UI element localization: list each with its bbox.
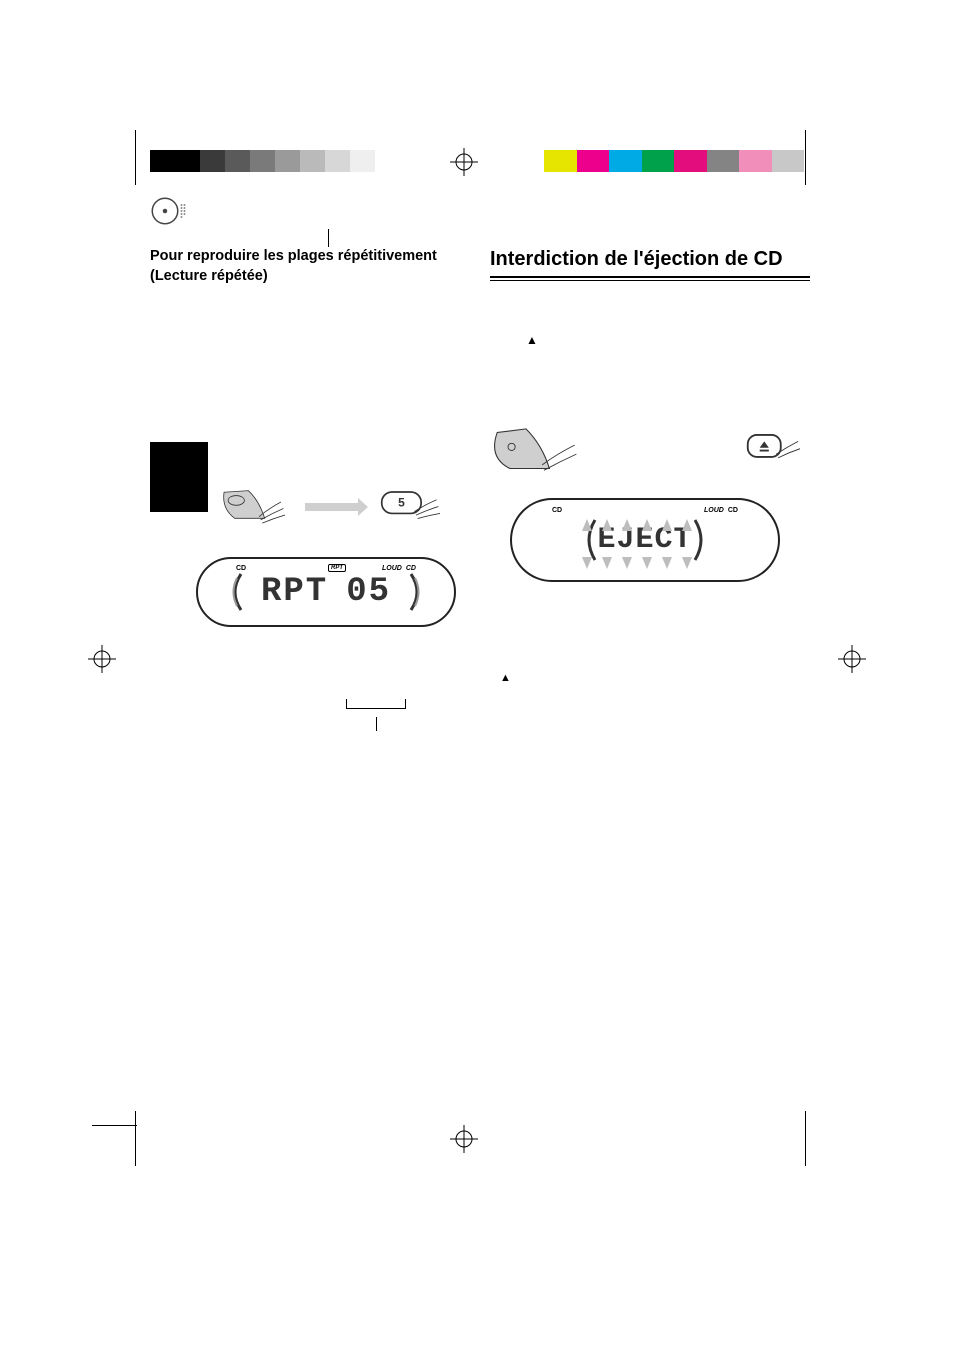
right-column: Interdiction de l'éjection de CD ▲ CD bbox=[490, 247, 810, 684]
lcd-label-rpt: RPT bbox=[328, 564, 346, 572]
crop-mark bbox=[135, 130, 136, 185]
lcd-label-cd2: CD bbox=[728, 507, 738, 514]
mode-hand-icon bbox=[220, 484, 285, 529]
registration-mark bbox=[838, 645, 866, 673]
button-number: 5 bbox=[398, 495, 405, 509]
crop-mark bbox=[805, 1111, 806, 1166]
press-sequence: 5 bbox=[220, 484, 470, 529]
cancel-note: ▲ bbox=[500, 672, 810, 684]
left-column: Pour reproduire les plages répétitivemen… bbox=[150, 247, 470, 684]
lcd-label-cd: CD bbox=[236, 565, 246, 572]
crop-mark bbox=[805, 130, 806, 185]
lcd-text-track: 05 bbox=[346, 573, 391, 611]
panel-hand-icon bbox=[490, 423, 580, 478]
sequence-arrow-icon bbox=[305, 503, 360, 511]
registration-mark bbox=[450, 1125, 478, 1153]
inline-eject-symbol-icon: ▲ bbox=[500, 672, 511, 684]
eject-button-icon bbox=[745, 430, 800, 472]
lcd-label-cd2: CD bbox=[406, 565, 416, 572]
lcd-eject: CD LOUD CD EJECT bbox=[510, 498, 780, 582]
lcd-side-left-icon bbox=[227, 572, 243, 612]
left-heading: Pour reproduire les plages répétitivemen… bbox=[150, 247, 470, 286]
lcd-side-right-icon bbox=[409, 572, 425, 612]
flash-arrows-bottom bbox=[572, 552, 718, 570]
page-content: Pour reproduire les plages répétitivemen… bbox=[150, 195, 810, 684]
registration-mark bbox=[88, 645, 116, 673]
side-tab-block bbox=[150, 442, 208, 512]
preset-5-button-icon: 5 bbox=[380, 487, 440, 527]
cd-section-icon bbox=[150, 195, 195, 227]
lcd-label-cd: CD bbox=[552, 507, 562, 514]
print-color-bars bbox=[150, 150, 804, 172]
crop-mark bbox=[92, 1125, 137, 1126]
lcd-label-loud: LOUD bbox=[704, 507, 724, 514]
right-heading: Interdiction de l'éjection de CD bbox=[490, 247, 810, 278]
lcd-text-rpt: RPT bbox=[261, 573, 328, 611]
eject-symbol-icon: ▲ bbox=[526, 333, 538, 347]
crop-mark bbox=[135, 1111, 136, 1166]
flash-arrows-top bbox=[572, 518, 718, 536]
eject-press-row bbox=[490, 423, 810, 478]
lcd-label-loud: LOUD bbox=[382, 565, 402, 572]
lcd-rpt: CD RPT LOUD CD RPT 05 bbox=[196, 557, 470, 651]
